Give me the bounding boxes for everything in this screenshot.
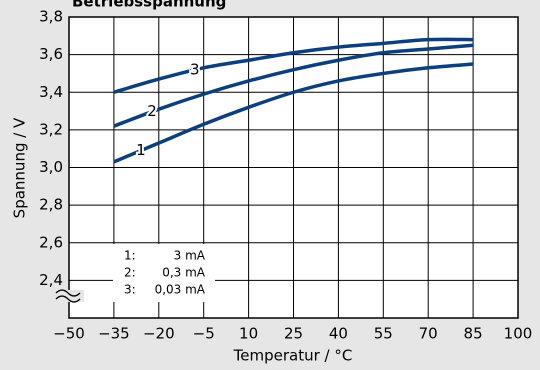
series-label: 1 [136, 141, 146, 159]
legend-text: 0,03 mA [155, 283, 206, 297]
legend-key: 1: [124, 249, 136, 263]
line-series [113, 37, 474, 94]
legend: 1: 3 mA 2: 0,3 mA 3: 0,03 mA [113, 244, 215, 302]
x-tick-label: 85 [464, 325, 483, 343]
axis-break [55, 295, 81, 303]
x-tick-label: 25 [284, 325, 303, 343]
y-tick-label: 2,8 [39, 196, 63, 214]
legend-key: 2: [124, 266, 136, 280]
y-tick-label: 3,2 [39, 120, 63, 138]
y-tick-label: 2,4 [39, 271, 63, 289]
y-tick-label: 3,4 [39, 83, 63, 101]
y-tick-label: 3,8 [39, 8, 63, 26]
y-tick-label: 3,6 [39, 45, 63, 63]
x-tick-label: −35 [98, 325, 130, 343]
x-tick-label: 55 [374, 325, 393, 343]
plot-border [68, 16, 519, 319]
y-tick-label: 3,0 [39, 158, 63, 176]
x-tick-label: 100 [504, 325, 533, 343]
x-tick-label: 10 [239, 325, 258, 343]
legend-text: 0,3 mA [162, 266, 206, 280]
legend-key: 3: [124, 283, 136, 297]
legend-text: 3 mA [174, 249, 206, 263]
y-tick-label: 2,6 [39, 233, 63, 251]
x-tick-label: −50 [53, 325, 85, 343]
x-tick-label: 70 [419, 325, 438, 343]
series-label: 2 [147, 102, 157, 120]
x-tick-label: −20 [143, 325, 175, 343]
y-axis-label: Spannung / V [11, 117, 29, 218]
x-tick-label: −5 [193, 325, 215, 343]
line-series [113, 62, 474, 164]
axis-break-bg [54, 290, 84, 302]
axis-break [55, 289, 81, 297]
x-axis-label: Temperatur / °C [233, 347, 353, 365]
line-series [113, 43, 474, 128]
series-label: 3 [190, 61, 200, 79]
chart-title: Betriebsspannung [72, 0, 226, 11]
x-tick-label: 40 [329, 325, 348, 343]
legend-box [113, 244, 215, 302]
